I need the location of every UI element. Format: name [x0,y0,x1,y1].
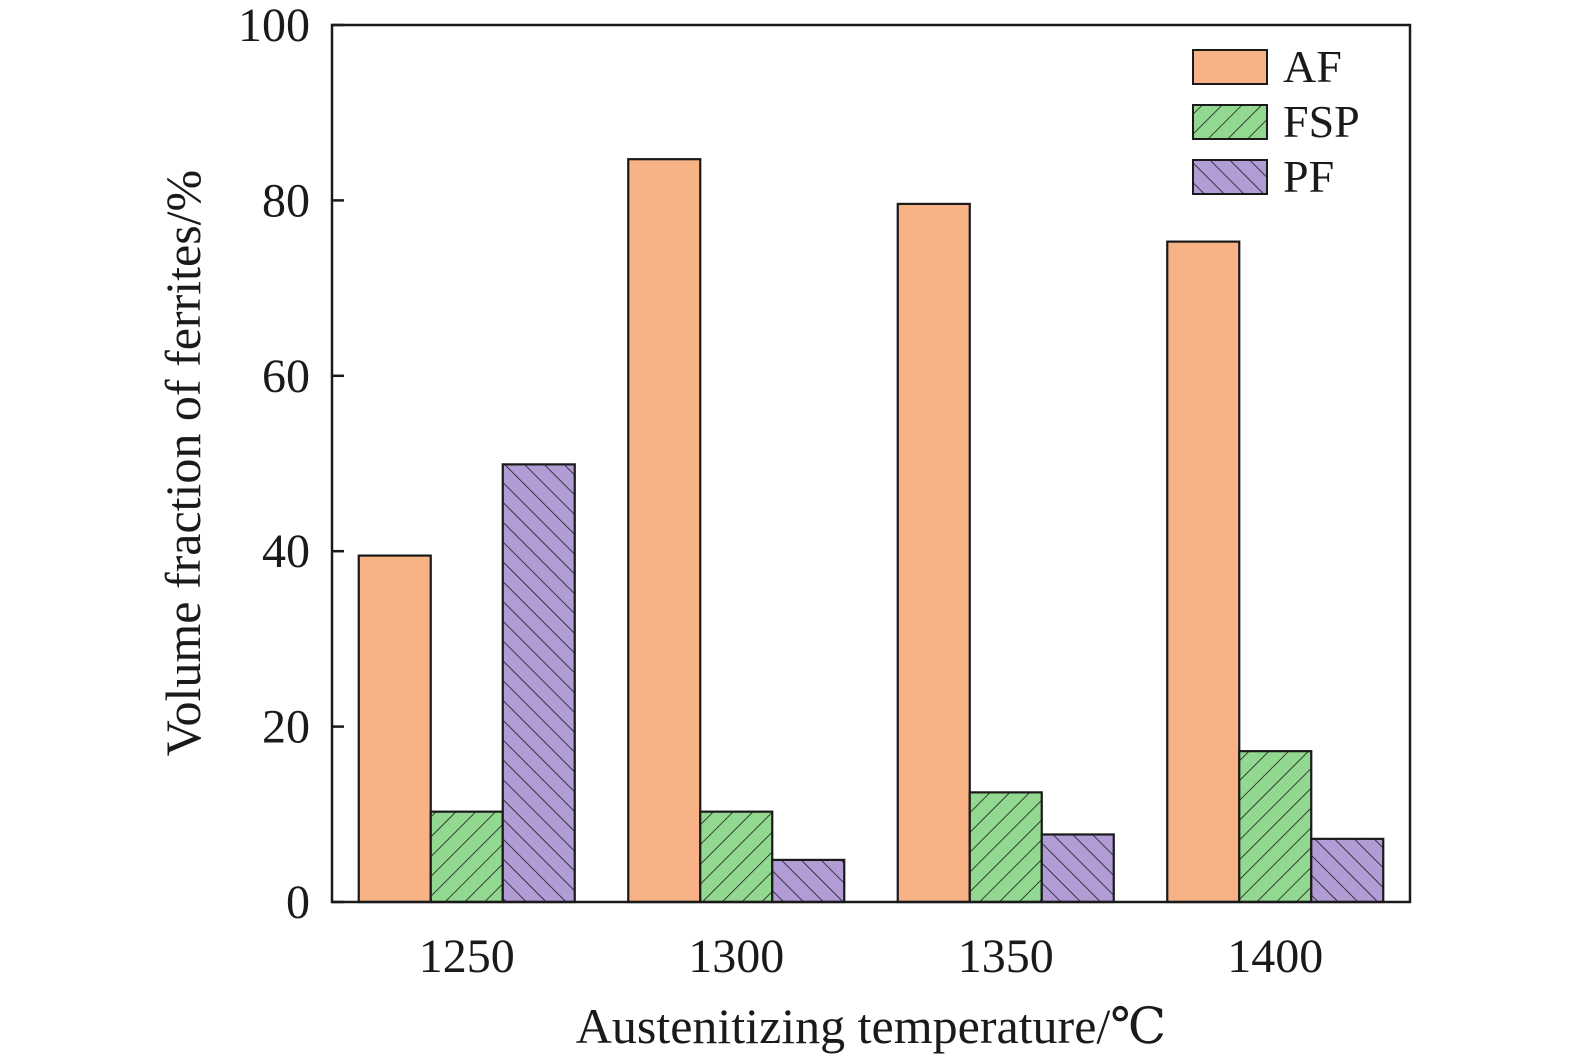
y-tick-label-80: 80 [262,174,310,227]
x-tick-label-1350: 1350 [958,930,1054,983]
bar-fsp-1300 [699,810,774,904]
x-tick-labels: 1250 1300 1350 1400 [419,930,1324,983]
y-tick-label-60: 60 [262,350,310,403]
bar-pf-1300 [771,858,846,904]
plot-frame [330,23,1412,904]
x-tick-label-1300: 1300 [688,930,784,983]
bar-pf-1250 [501,463,576,904]
x-tick-label-1400: 1400 [1227,930,1323,983]
y-tick-label-0: 0 [286,876,310,929]
bar-af-1400 [1166,240,1241,904]
y-tick-label-40: 40 [262,525,310,578]
legend-swatch-fsp [1192,104,1268,140]
bars-layer [357,158,1385,904]
y-tick-label-20: 20 [262,701,310,754]
bar-pf-1400 [1310,837,1385,904]
legend-swatch-pf [1192,159,1268,195]
y-axis-title: Volume fraction of ferrites/% [155,170,211,756]
bar-fsp-1250 [429,810,504,904]
x-axis-title: Austenitizing temperature/℃ [576,998,1166,1054]
x-tick-label-1250: 1250 [419,930,515,983]
bar-pf-1350 [1040,833,1115,904]
legend-label-af: AF [1283,41,1342,92]
bar-fsp-1400 [1238,750,1313,904]
bar-af-1350 [896,202,971,904]
bar-fsp-1350 [968,791,1043,904]
legend-swatch-af [1192,49,1268,85]
y-ticks: 0 20 40 60 80 100 [238,0,344,929]
legend-label-fsp: FSP [1283,96,1360,147]
y-tick-label-100: 100 [238,0,310,52]
bar-af-1250 [357,554,432,904]
legend-label-pf: PF [1283,151,1334,202]
bar-af-1300 [627,158,702,904]
